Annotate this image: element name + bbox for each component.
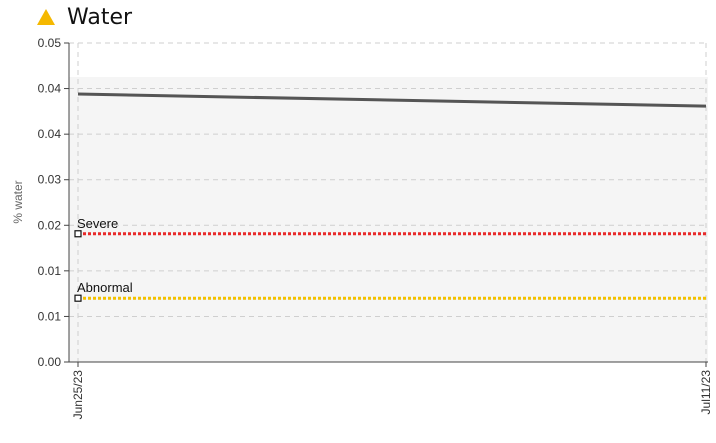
y-tick-label: 0.03 [38, 173, 62, 187]
y-tick-label: 0.04 [38, 82, 62, 96]
y-tick-label: 0.04 [38, 127, 62, 141]
axes [68, 43, 708, 363]
y-axis-label: % water [11, 180, 25, 223]
threshold-label-severe: Severe [77, 216, 118, 231]
y-ticks: 0.00 0.01 0.01 0.02 0.03 0.04 0.04 0.05 [38, 36, 69, 369]
x-ticks: Jun25/23 Jul11/23 [71, 362, 713, 419]
threshold-label-abnormal: Abnormal [77, 280, 133, 295]
threshold-marker-abnormal [74, 294, 82, 302]
plot-band [69, 77, 708, 362]
y-tick-label: 0.01 [38, 264, 62, 278]
warning-triangle-icon [37, 9, 55, 25]
threshold-marker-severe [74, 230, 82, 238]
x-tick-label: Jul11/23 [699, 370, 713, 415]
grid-lines [69, 42, 708, 362]
chart-title: Water [67, 4, 133, 30]
y-tick-label: 0.01 [38, 309, 62, 323]
chart-header: Water [36, 2, 132, 32]
x-tick-label: Jun25/23 [71, 370, 85, 420]
y-tick-label: 0.00 [38, 355, 62, 369]
y-tick-label: 0.02 [38, 218, 62, 232]
water-series-line [77, 92, 707, 108]
y-tick-label: 0.05 [38, 36, 62, 50]
series [77, 92, 707, 108]
thresholds: Severe Abnormal [74, 216, 708, 302]
